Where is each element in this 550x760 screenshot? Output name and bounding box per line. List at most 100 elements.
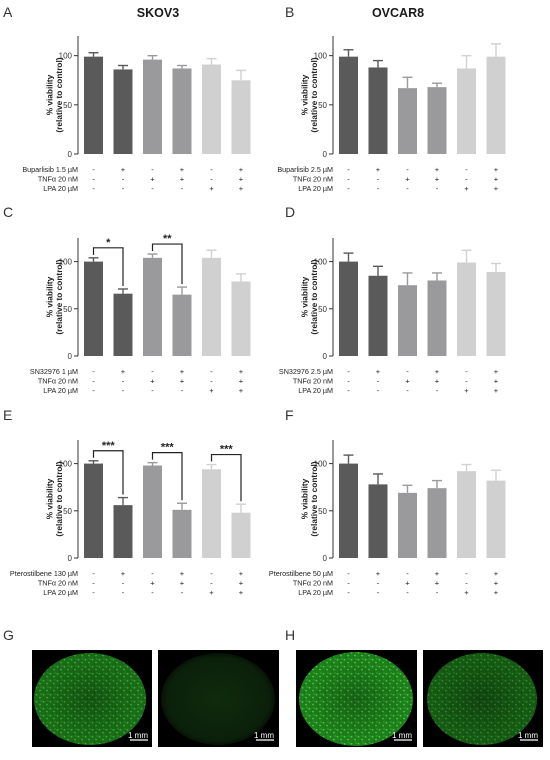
y-tick-label: 50 [63, 305, 72, 314]
condition-mark: - [406, 367, 409, 376]
condition-mark: + [494, 175, 499, 184]
bar [368, 67, 388, 154]
bar [202, 64, 221, 154]
condition-label: TNFα 20 nM [293, 579, 333, 588]
condition-mark: + [239, 367, 244, 376]
bar [143, 257, 162, 356]
condition-mark: - [436, 184, 439, 193]
condition-mark: + [435, 175, 440, 184]
condition-mark: - [92, 569, 95, 578]
y-tick-label: 50 [63, 101, 72, 110]
condition-mark: - [122, 184, 125, 193]
condition-mark: - [465, 569, 468, 578]
condition-mark: - [151, 588, 154, 597]
bar [339, 463, 358, 558]
y-tick-label: 100 [314, 258, 328, 267]
condition-mark: - [377, 386, 380, 395]
condition-mark: - [181, 184, 184, 193]
y-tick-label: 100 [59, 460, 73, 469]
y-tick-label: 50 [63, 507, 72, 516]
condition-label: LPA 20 µM [43, 386, 78, 395]
condition-label: Buparlisib 2.5 µM [277, 165, 333, 174]
bar [143, 59, 162, 154]
condition-mark: - [210, 165, 213, 174]
significance-bracket [151, 243, 183, 285]
y-axis-label-line: (relative to control) [309, 259, 319, 334]
condition-mark: - [347, 377, 350, 386]
bar [113, 505, 133, 558]
condition-mark: - [151, 165, 154, 174]
condition-mark: - [122, 579, 125, 588]
condition-mark: - [181, 386, 184, 395]
condition-mark: - [347, 367, 350, 376]
y-axis-label-line: (relative to control) [54, 461, 64, 536]
bar [398, 492, 417, 558]
condition-mark: + [239, 165, 244, 174]
y-tick-label: 0 [323, 150, 328, 159]
condition-mark: - [347, 588, 350, 597]
condition-mark: - [377, 175, 380, 184]
condition-mark: - [465, 165, 468, 174]
condition-label: TNFα 20 nM [293, 377, 333, 386]
condition-mark: + [376, 165, 381, 174]
condition-mark: + [405, 175, 410, 184]
bar [398, 285, 417, 356]
condition-mark: - [465, 579, 468, 588]
significance-bracket [92, 450, 124, 495]
micrograph-g-2: 1 mm [158, 650, 279, 747]
condition-mark: - [210, 569, 213, 578]
y-tick-label: 100 [314, 460, 328, 469]
bar [84, 261, 103, 356]
bar [339, 261, 358, 356]
condition-mark: - [347, 579, 350, 588]
bar [339, 56, 358, 154]
bar [427, 488, 447, 558]
y-axis-label: % viability(relative to control) [44, 461, 64, 536]
panel-letter-b: B [285, 4, 294, 20]
condition-mark: + [121, 367, 126, 376]
condition-label: LPA 20 µM [43, 588, 78, 597]
condition-mark: - [465, 367, 468, 376]
panel-letter-g: G [3, 627, 14, 643]
condition-mark: - [406, 165, 409, 174]
column-title-ovcar8: OVCAR8 [372, 6, 424, 20]
condition-mark: + [239, 175, 244, 184]
condition-mark: + [435, 377, 440, 386]
condition-mark: - [181, 588, 184, 597]
condition-label: Buparlisib 1.5 µM [22, 165, 78, 174]
y-axis-label-line: (relative to control) [309, 461, 319, 536]
condition-mark: + [405, 579, 410, 588]
condition-mark: - [210, 367, 213, 376]
micrograph-h-2: 1 mm [423, 650, 543, 747]
condition-mark: + [376, 367, 381, 376]
bar [368, 275, 388, 356]
condition-mark: - [92, 377, 95, 386]
bar [113, 69, 133, 154]
condition-mark: - [151, 184, 154, 193]
bar [486, 56, 506, 154]
condition-mark: - [436, 386, 439, 395]
condition-mark: - [210, 579, 213, 588]
condition-mark: + [121, 165, 126, 174]
y-tick-label: 50 [318, 507, 327, 516]
column-title-skov3: SKOV3 [137, 6, 179, 20]
condition-mark: - [92, 386, 95, 395]
y-axis-label: % viability(relative to control) [299, 259, 319, 334]
condition-mark: - [347, 175, 350, 184]
condition-mark: + [494, 184, 499, 193]
significance-bracket [92, 247, 124, 286]
condition-label: TNFα 20 nM [38, 175, 78, 184]
scale-bar-label: 1 mm [518, 731, 538, 740]
condition-mark: - [151, 569, 154, 578]
condition-mark: - [347, 569, 350, 578]
condition-mark: - [92, 184, 95, 193]
condition-mark: - [151, 386, 154, 395]
condition-label: SN32976 2.5 µM [279, 367, 333, 376]
condition-label: Pterostilbene 130 µM [10, 569, 78, 578]
y-tick-label: 0 [323, 554, 328, 563]
bar [231, 80, 251, 154]
bar [486, 480, 506, 558]
